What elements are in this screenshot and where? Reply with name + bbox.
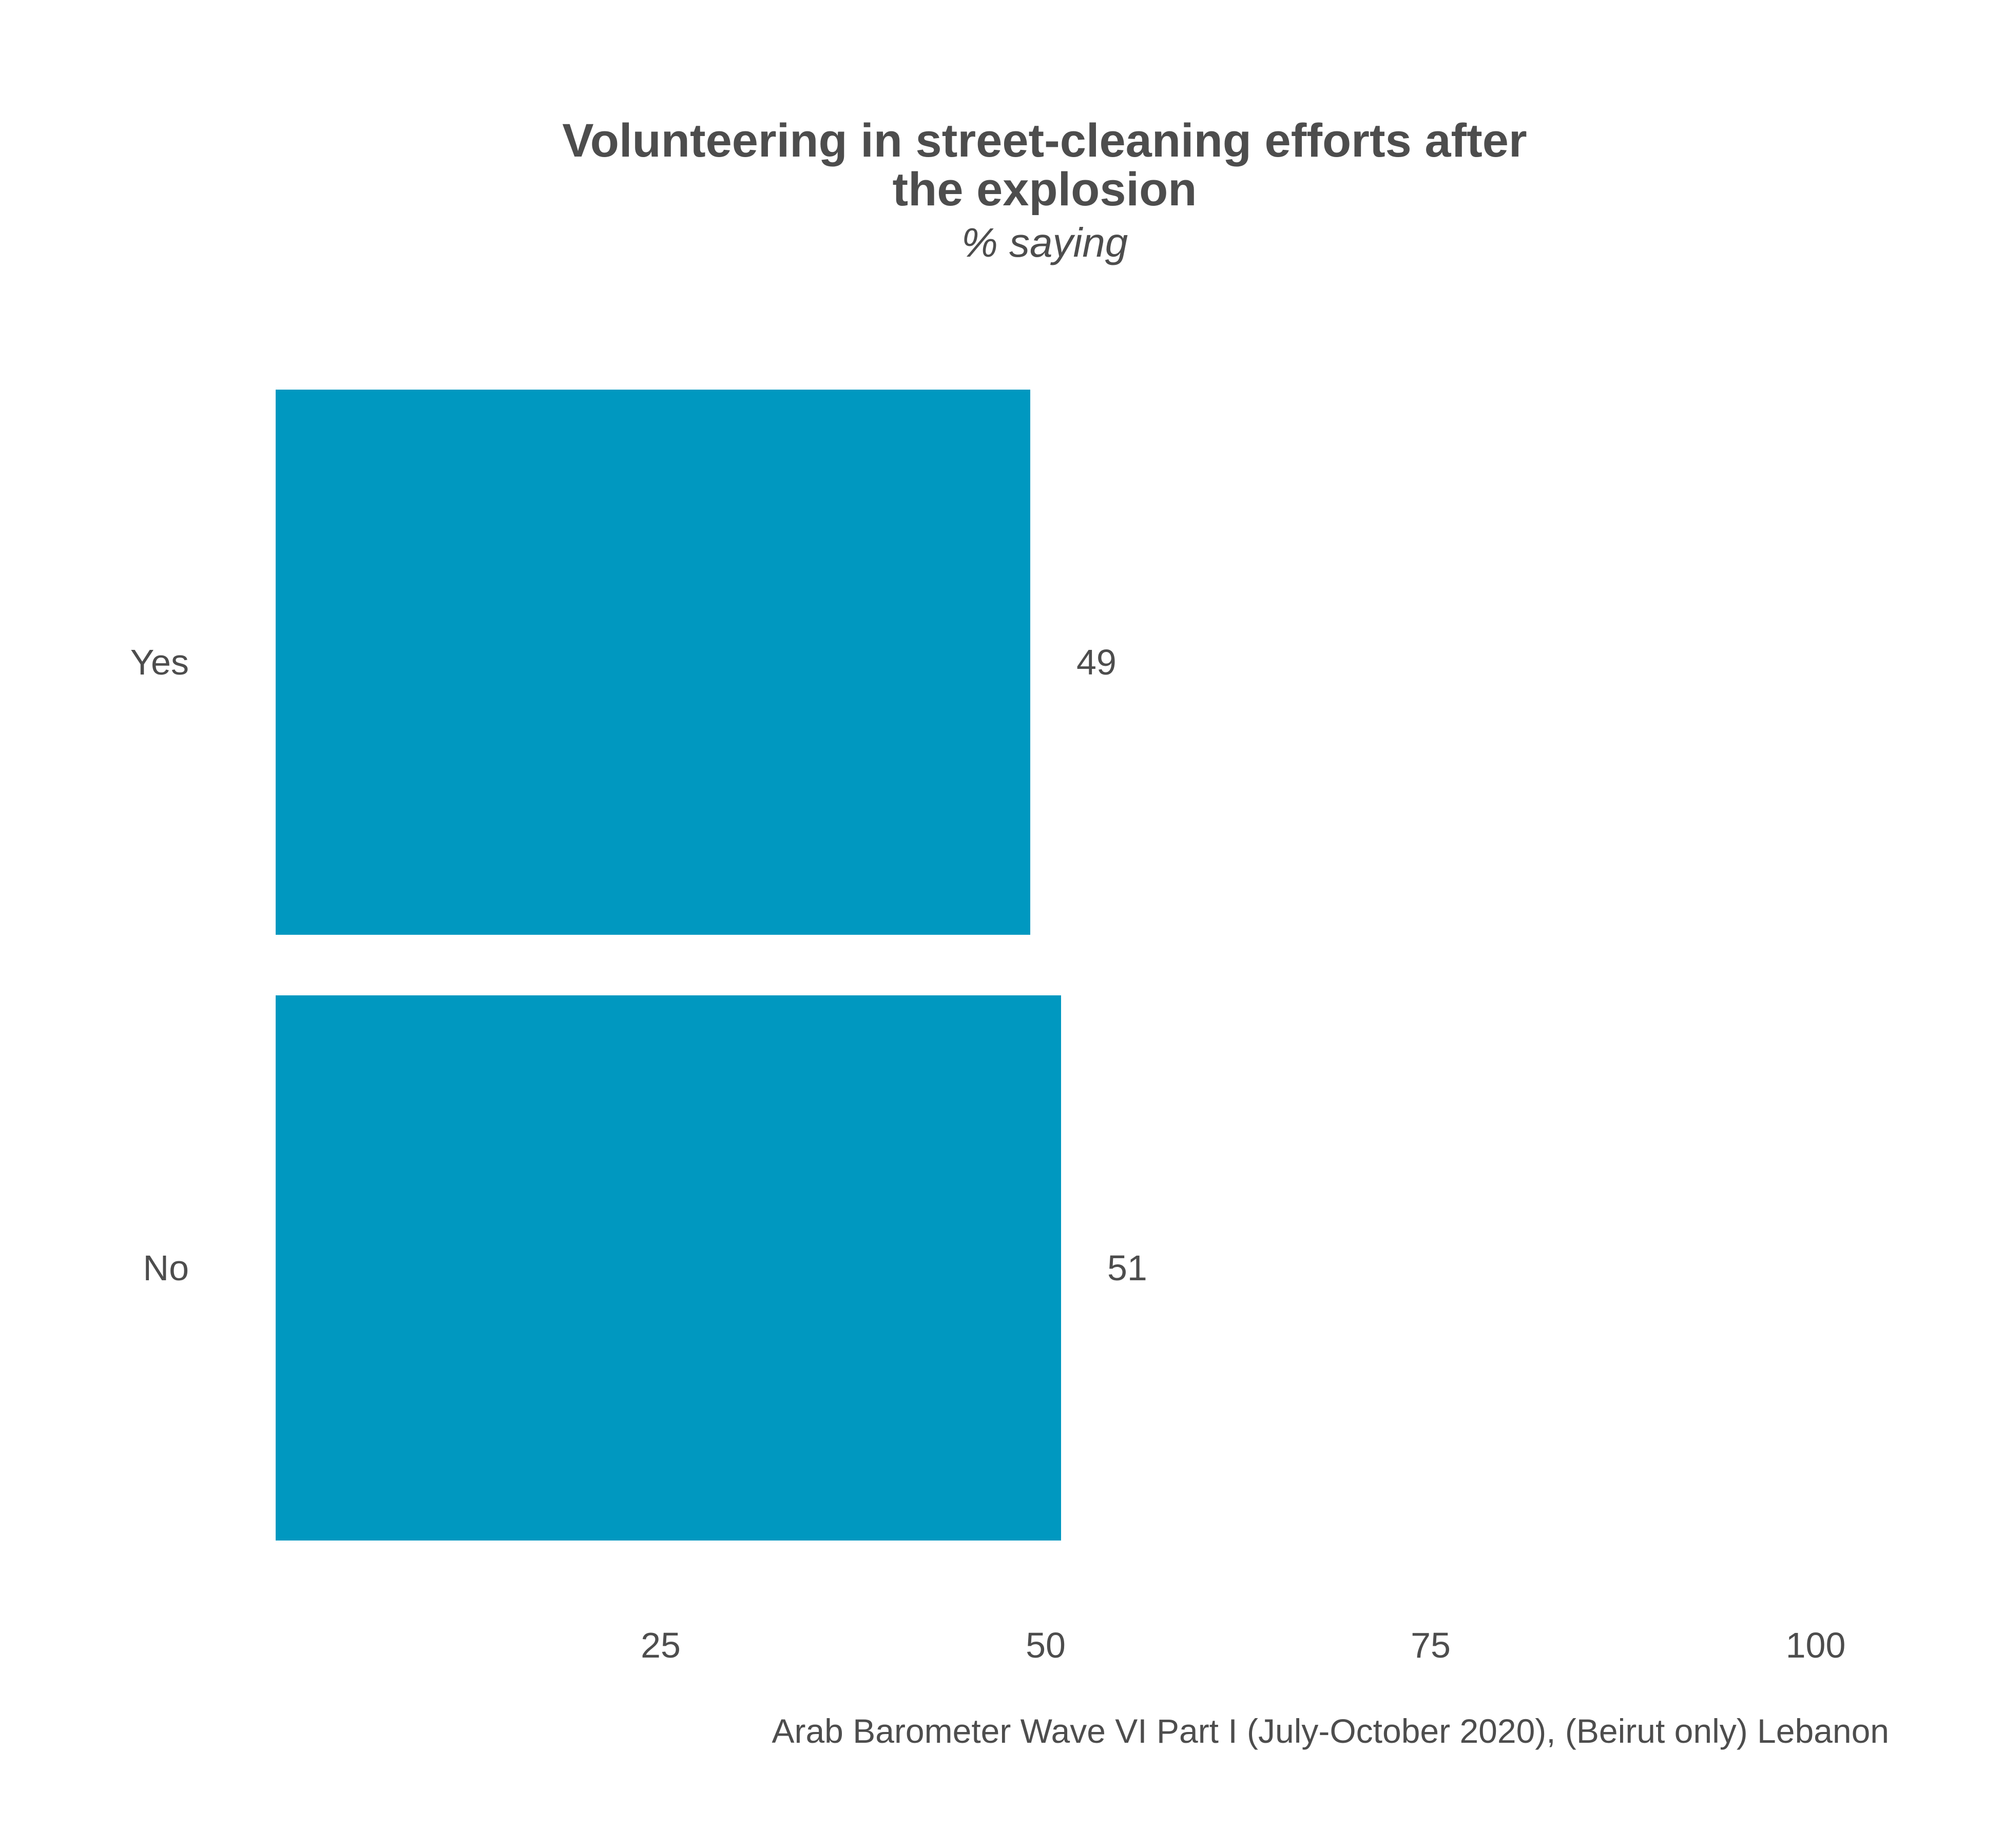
x-tick-label: 25 [641,1625,681,1665]
value-label-yes: 49 [1076,642,1116,682]
value-label-no: 51 [1107,1248,1147,1288]
chart-title: Volunteering in street-cleaning efforts … [562,114,1527,216]
chart-subtitle: % saying [961,220,1128,265]
plot-area: Yes 49 No 51 25 50 75 100 [130,390,1846,1665]
chart-caption: Arab Barometer Wave VI Part I (July-Octo… [772,1712,1889,1750]
bar-no [276,995,1061,1541]
chart-title-line-1: Volunteering in street-cleaning efforts … [562,114,1527,167]
bar-yes [276,390,1030,935]
chart-title-line-2: the explosion [893,163,1197,216]
x-tick-label: 50 [1026,1625,1066,1665]
category-label-no: No [143,1248,189,1288]
x-tick-label: 75 [1411,1625,1451,1665]
x-tick-label: 100 [1786,1625,1846,1665]
category-label-yes: Yes [130,642,189,682]
